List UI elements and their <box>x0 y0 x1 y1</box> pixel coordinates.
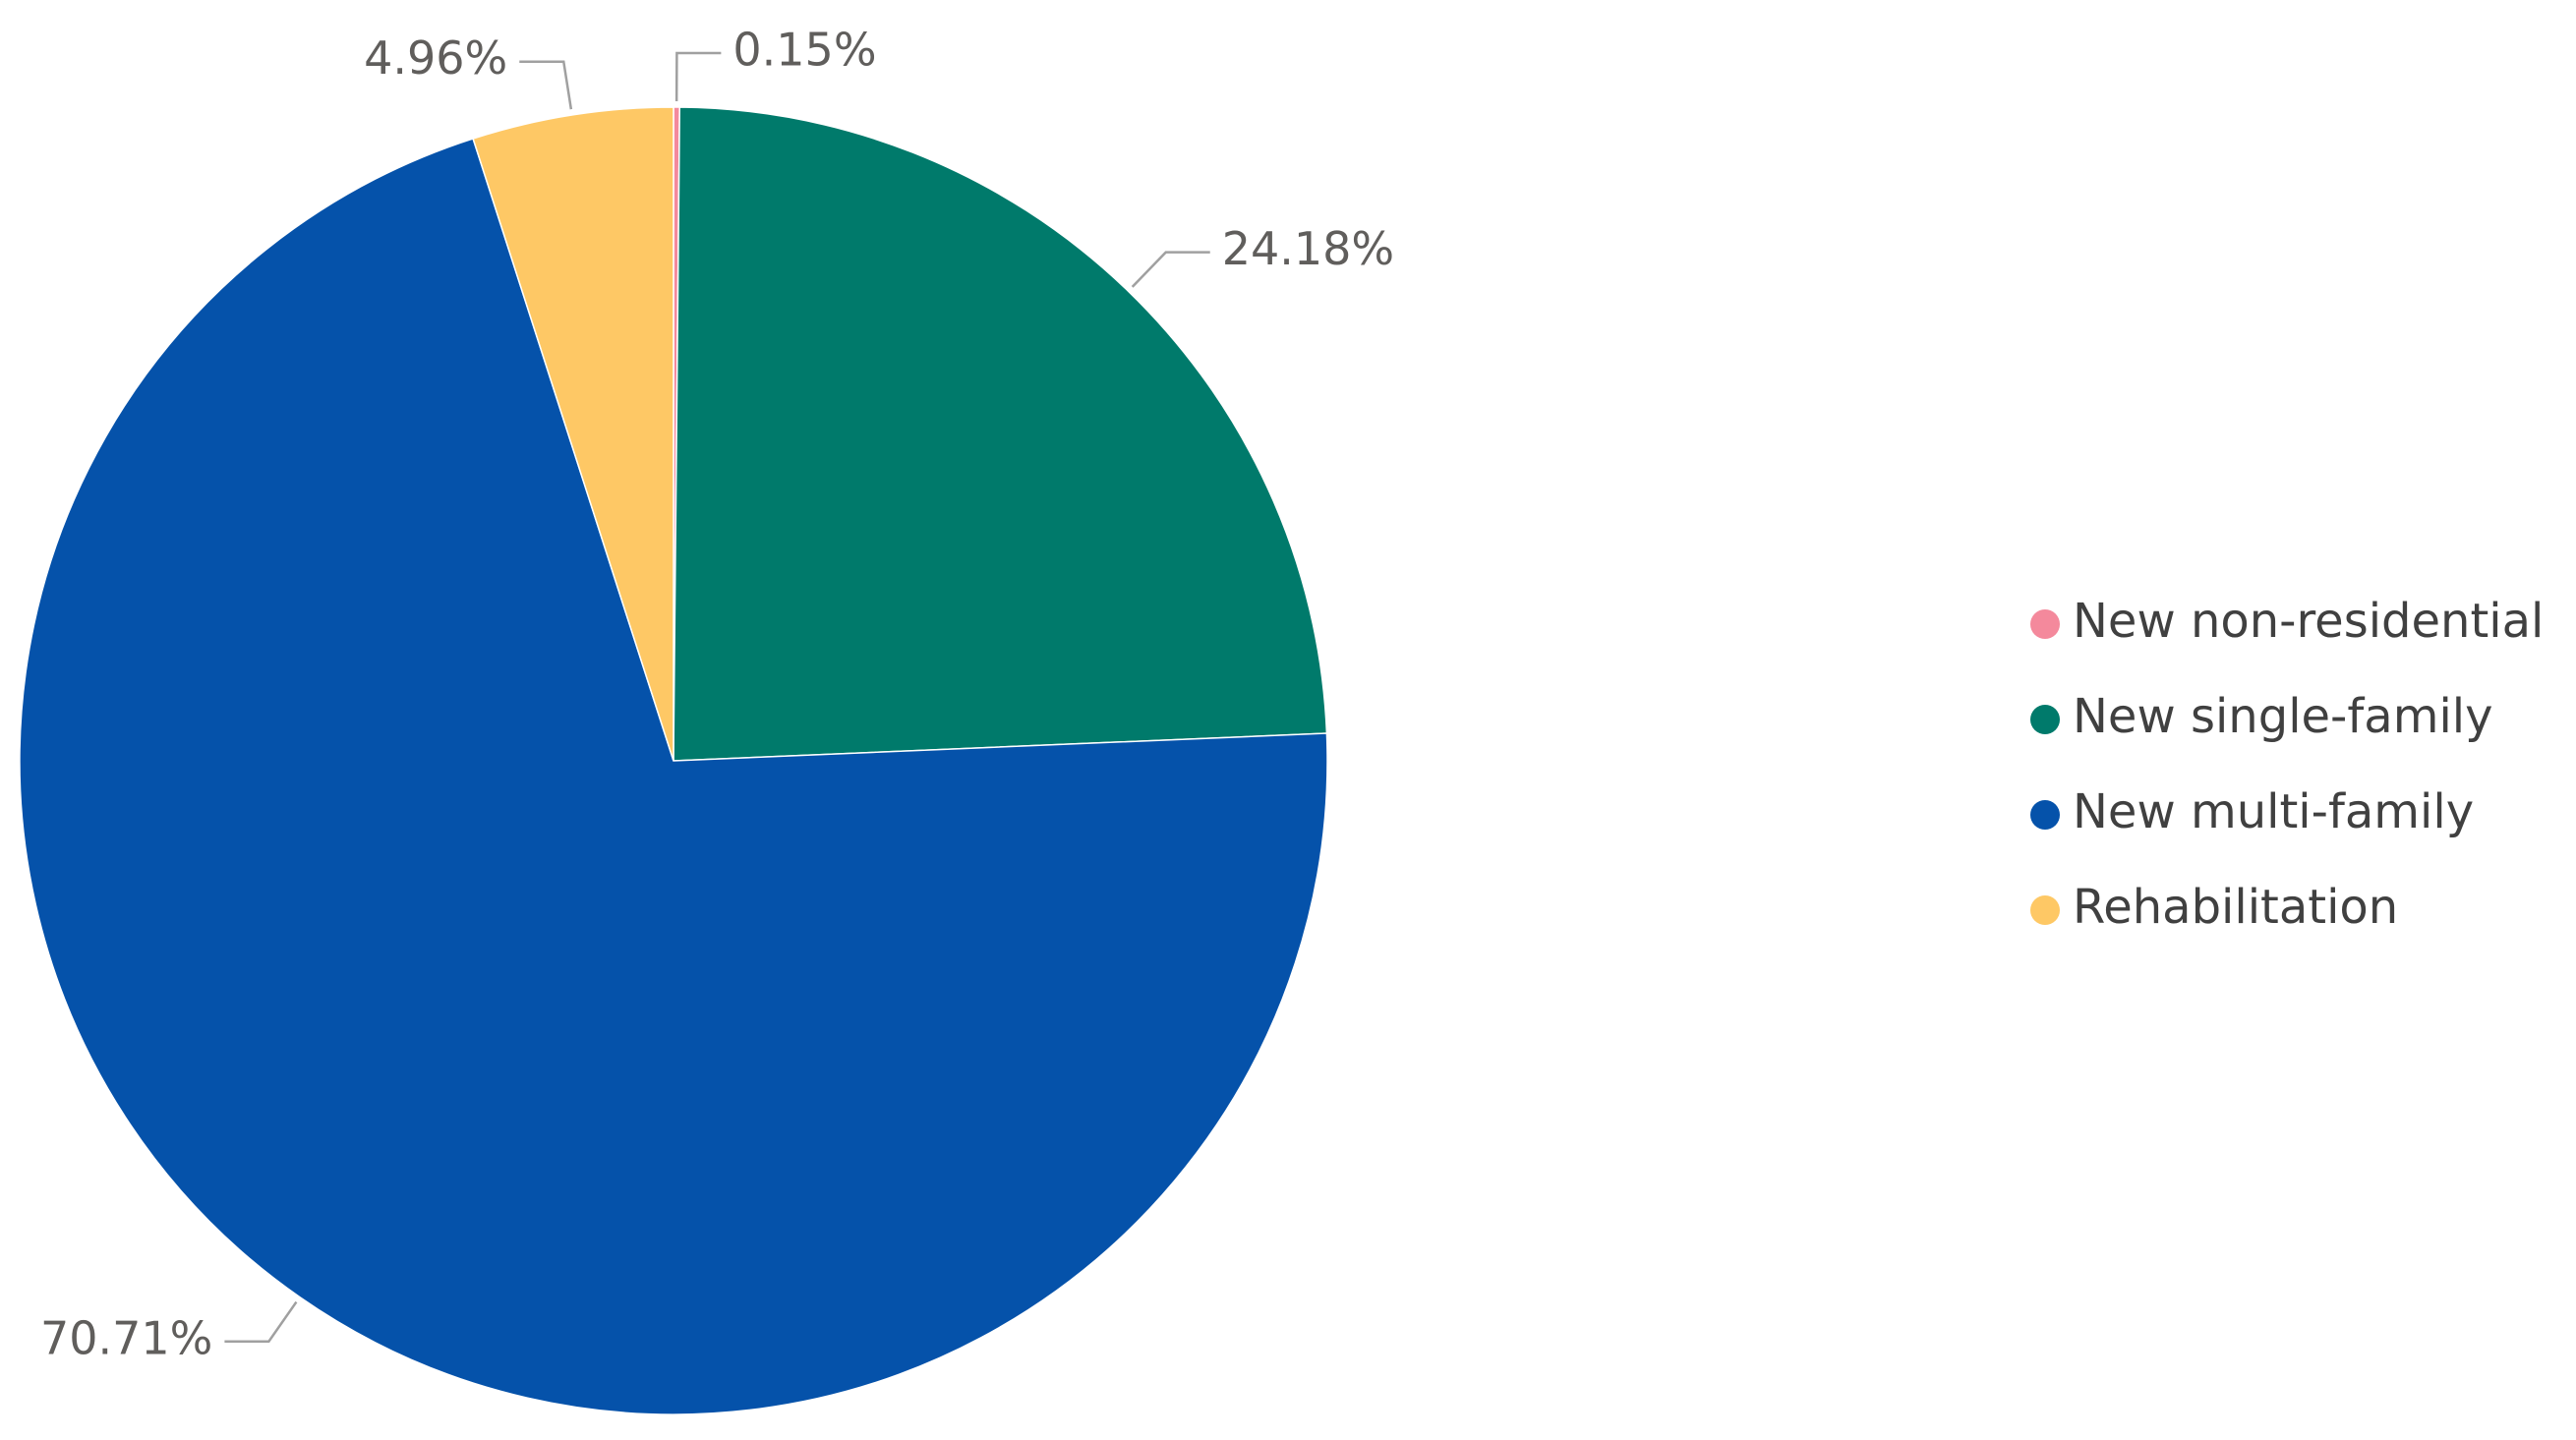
leader-line <box>1131 251 1210 288</box>
legend-marker <box>2030 609 2060 639</box>
data-label: 4.96% <box>364 31 507 85</box>
legend-label: New single-family <box>2073 689 2493 744</box>
leader-line <box>519 60 573 110</box>
leader-line <box>674 51 722 102</box>
legend-label: New multi-family <box>2073 784 2474 839</box>
data-label: 24.18% <box>1222 222 1394 275</box>
legend-marker <box>2030 895 2060 925</box>
leader-line <box>224 1300 298 1344</box>
data-label: 70.71% <box>40 1311 212 1364</box>
legend-marker <box>2030 800 2060 830</box>
legend-label: Rehabilitation <box>2073 880 2398 935</box>
legend-marker <box>2030 705 2060 734</box>
legend-label: New non-residential <box>2073 594 2544 649</box>
pie-slice <box>472 106 674 762</box>
data-label: 0.15% <box>732 24 876 77</box>
pie-slice <box>19 138 1328 1415</box>
pie-slice <box>673 106 1328 762</box>
